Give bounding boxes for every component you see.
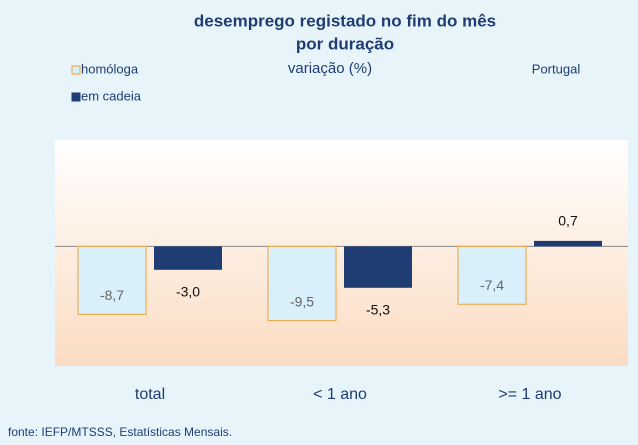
value-label: -8,7 bbox=[100, 287, 124, 303]
bar bbox=[267, 245, 337, 322]
annotation: Portugal bbox=[532, 61, 581, 76]
value-label: -7,4 bbox=[480, 277, 504, 293]
value-label: -3,0 bbox=[176, 284, 200, 300]
bar bbox=[344, 246, 412, 288]
bar bbox=[77, 245, 147, 315]
plot-area bbox=[55, 140, 628, 366]
source: fonte: IEFP/MTSSS, Estatísticas Mensais. bbox=[8, 425, 232, 439]
value-label: 0,7 bbox=[558, 213, 578, 229]
legend-label: em cadeia bbox=[81, 88, 142, 103]
value-label: -9,5 bbox=[290, 293, 314, 309]
value-label: -5,3 bbox=[366, 302, 390, 318]
legend-swatch bbox=[71, 92, 81, 102]
bar bbox=[154, 246, 222, 270]
x-tick-label: total bbox=[135, 386, 165, 403]
x-tick-label: < 1 ano bbox=[313, 386, 367, 403]
bar bbox=[457, 245, 527, 305]
bar bbox=[534, 240, 602, 247]
x-tick-label: >= 1 ano bbox=[498, 386, 561, 403]
legend-swatch bbox=[71, 65, 81, 75]
legend-label: homóloga bbox=[81, 61, 139, 76]
chart-title: desemprego registado no fim do mês bbox=[194, 11, 496, 30]
chart-title: por duração bbox=[296, 34, 394, 53]
chart-subtitle: variação (%) bbox=[288, 60, 372, 77]
